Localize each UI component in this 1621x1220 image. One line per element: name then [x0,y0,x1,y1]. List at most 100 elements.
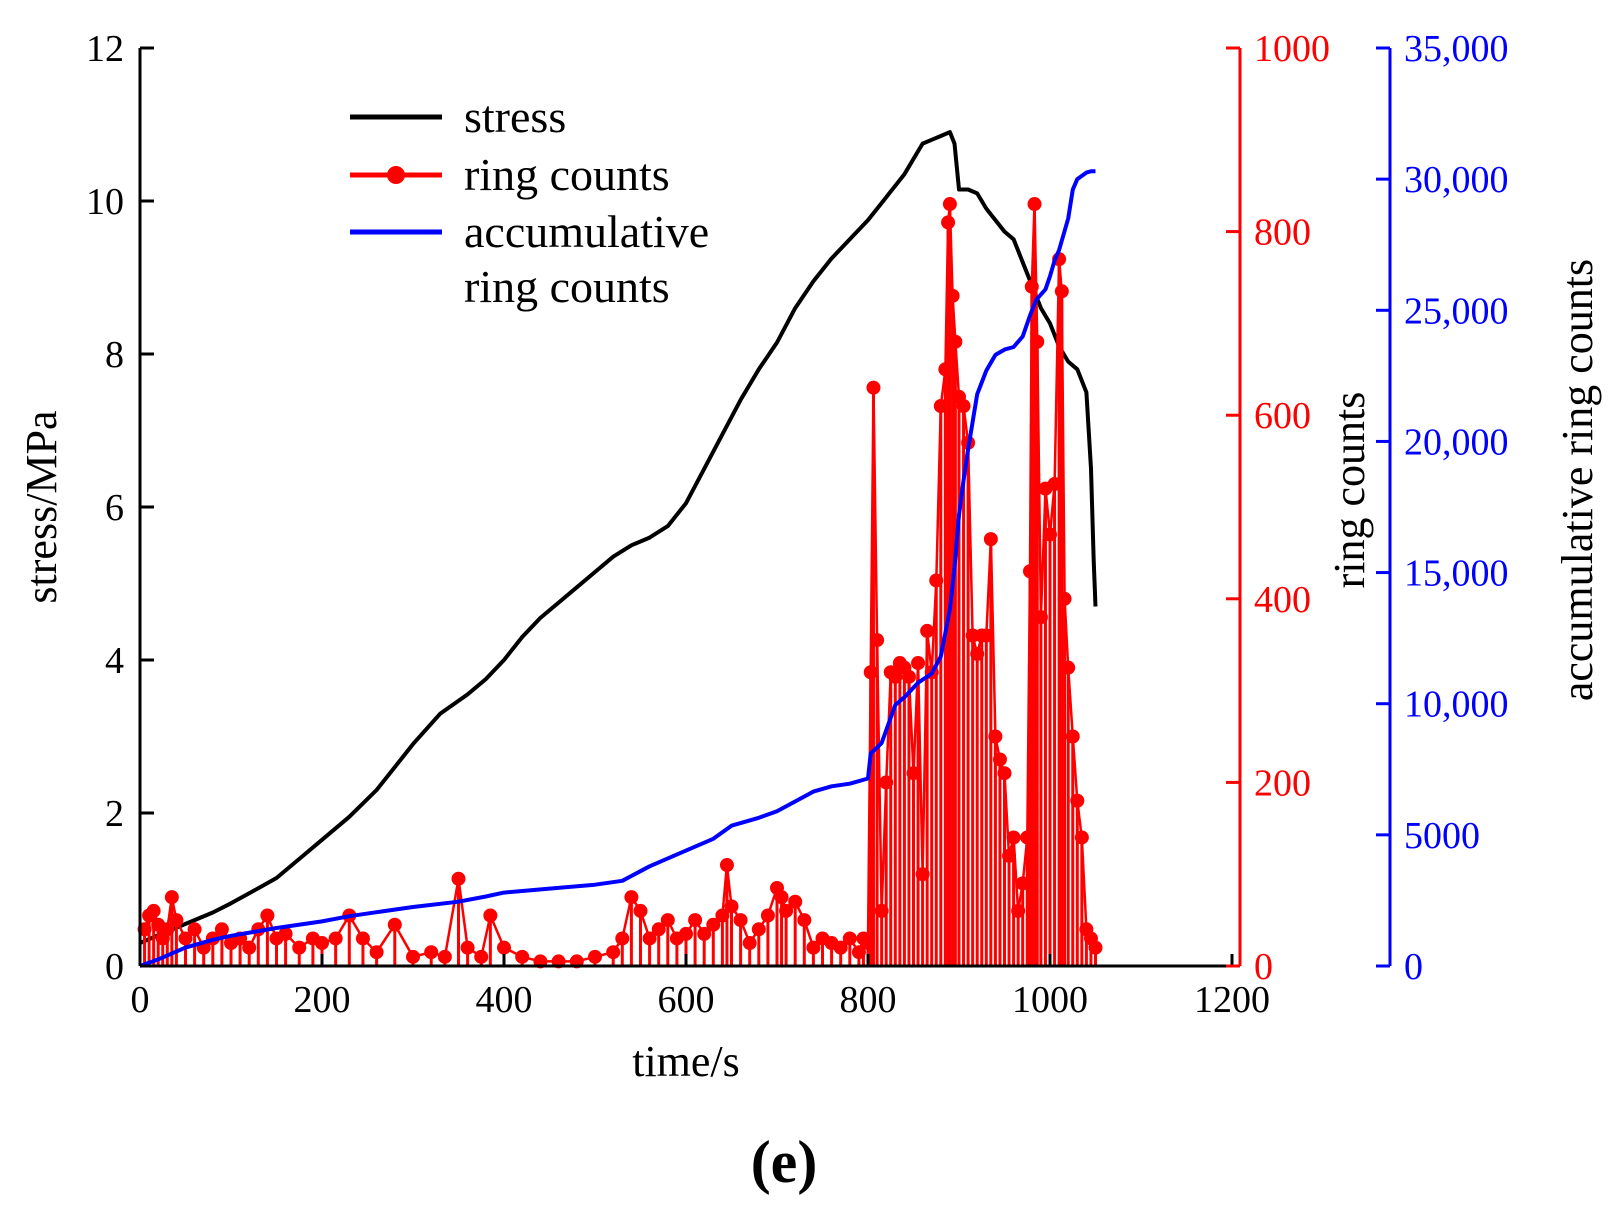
ring-counts-marker [660,913,675,928]
ring-counts-marker [642,931,657,946]
ring-counts-marker [146,903,161,918]
stress-tick-label: 4 [105,640,124,682]
series-stress [139,130,1098,945]
series-ring [137,197,1103,969]
series-accum [139,169,1096,968]
accum-tick-label: 35,000 [1404,28,1509,70]
ring-counts-marker [242,940,257,955]
ring-counts-marker [719,858,734,873]
ring-counts-marker [942,197,957,212]
accum-tick-label: 0 [1404,946,1423,988]
stress-tick-label: 10 [86,181,124,223]
ring-counts-marker [214,922,229,937]
ring-counts-marker [915,867,930,882]
ring-counts-marker [948,334,963,349]
ring-tick-label: 800 [1254,212,1311,254]
ring-counts-marker [956,399,971,414]
panel-label-letter: e [771,1129,798,1195]
stress-line [139,130,1098,945]
ring-counts-marker [1002,848,1017,863]
accum-tick-label: 20,000 [1404,421,1509,463]
ring-counts-marker [260,908,275,923]
ring-counts-marker [970,646,985,661]
ring-counts-marker [1020,830,1035,845]
accum-tick-label: 30,000 [1404,159,1509,201]
ring-counts-marker [1022,564,1037,579]
ring-counts-marker [920,623,935,638]
plot-area [137,130,1103,969]
ring-counts-marker [160,922,175,937]
ring-counts-marker [278,926,293,941]
ring-counts-marker [1088,940,1103,955]
ring-axis-title: ring counts [1325,392,1374,589]
ring-counts-marker [1006,830,1021,845]
ring-counts-marker [424,945,439,960]
ring-tick-label: 0 [1254,946,1273,988]
legend-label: ring counts [464,149,670,200]
ring-counts-marker [874,903,889,918]
x-tick-label: 800 [840,979,897,1021]
ring-counts-marker [328,931,343,946]
ring-counts-marker [606,945,621,960]
stress-tick-label: 6 [105,487,124,529]
ring-counts-marker [315,936,329,951]
accum-line [139,169,1096,968]
ring-axis: 0 200 400 600 800 1000 ring counts [1226,28,1374,988]
ring-counts-marker [788,894,803,909]
ring-counts-marker [483,908,498,923]
ring-counts-marker [774,890,789,905]
ring-counts-marker [911,656,926,671]
ring-counts-marker [1043,527,1057,542]
stress-tick-label: 0 [105,946,124,988]
ring-counts-marker [1074,830,1089,845]
ring-counts-marker [1070,793,1085,808]
x-tick-label: 200 [294,979,351,1021]
ring-counts-marker [851,945,866,960]
ring-counts-marker [760,908,775,923]
accum-tick-label: 10,000 [1404,684,1509,726]
x-tick-label: 1000 [1012,979,1088,1021]
stress-axis-title: stress/MPa [17,410,66,603]
ring-counts-marker [1057,591,1072,606]
ring-counts-marker [1024,279,1039,294]
ring-counts-marker [474,949,489,964]
ring-counts-marker [451,871,466,886]
x-tick-label: 600 [658,979,715,1021]
ring-counts-marker [406,949,420,964]
ring-counts-marker [901,669,916,684]
ring-counts-marker [1033,610,1048,625]
legend-item-stress: stress [350,91,566,142]
ring-counts-marker [615,931,630,946]
legend-label: stress [464,91,566,142]
ring-counts-marker [806,940,821,955]
ring-counts-marker [497,940,511,955]
legend-label: accumulative [464,206,709,257]
ring-counts-marker [742,936,757,951]
x-tick-label: 400 [476,979,533,1021]
ring-counts-marker [1061,660,1076,675]
ring-counts-marker [387,917,402,932]
ring-counts-marker [187,922,202,937]
panel-label: (e) [751,1129,818,1195]
x-axis-title: time/s [632,1037,740,1086]
ring-counts-marker [979,628,994,643]
ring-counts-marker [1015,876,1030,891]
ring-counts-marker [1065,729,1080,744]
accum-tick-label: 25,000 [1404,290,1509,332]
ring-counts-marker [983,532,998,547]
x-tick-label: 0 [131,979,150,1021]
ring-counts-marker [879,775,894,790]
ring-counts-marker [988,729,1003,744]
accum-tick-label: 15,000 [1404,553,1509,595]
ring-counts-marker [842,931,857,946]
ring-counts-marker [292,940,307,955]
ring-counts-marker [697,926,712,941]
ring-counts-marker [779,903,794,918]
ring-counts-marker [437,949,452,964]
ring-counts-marker [797,913,812,928]
ring-counts-marker [369,945,384,960]
ring-counts-marker [866,380,881,395]
